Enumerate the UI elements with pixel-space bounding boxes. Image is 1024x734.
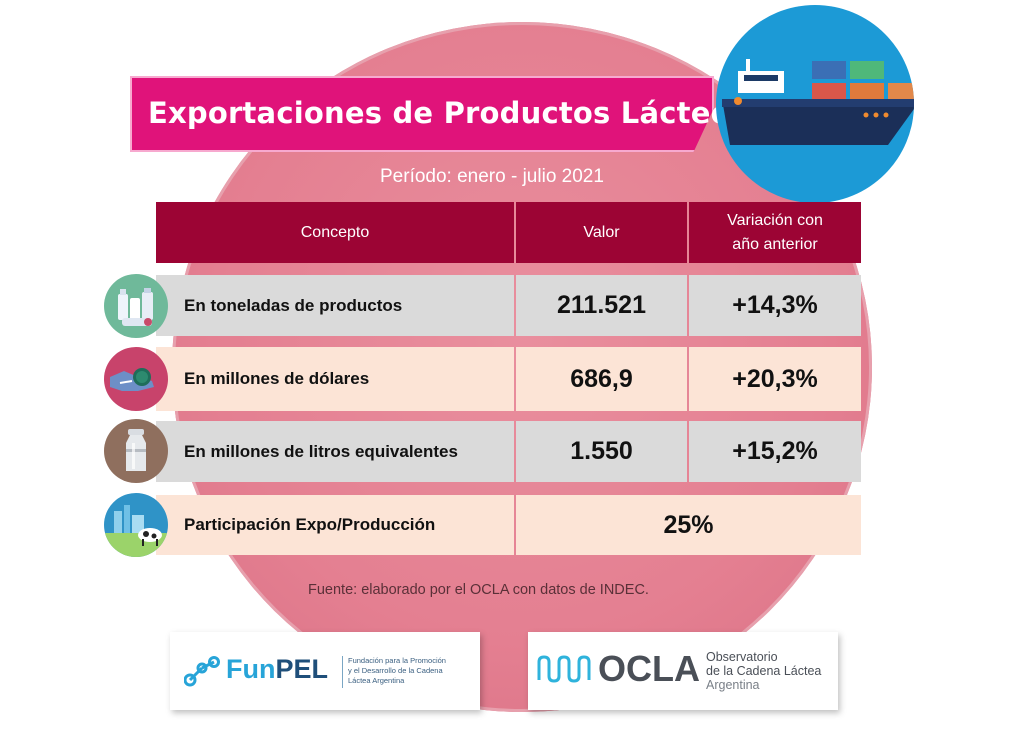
funpel-network-icon bbox=[184, 656, 220, 687]
money-hand-icon bbox=[104, 347, 168, 411]
funpel-tagline-1: Fundación para la Promoción bbox=[348, 656, 446, 665]
dairy-products-icon bbox=[104, 274, 168, 338]
ocla-tagline: Observatorio de la Cadena Láctea Argenti… bbox=[706, 650, 821, 692]
ocla-tagline-1: Observatorio bbox=[706, 650, 778, 664]
header-variacion-line-1: Variación con bbox=[727, 211, 823, 229]
cargo-ship-icon bbox=[716, 5, 914, 203]
row-2-concepto: En millones de dólares bbox=[156, 347, 514, 411]
funpel-divider bbox=[342, 656, 343, 688]
period-label: Período: enero - julio 2021 bbox=[380, 166, 604, 187]
funpel-tagline-2: y el Desarrollo de la Cadena bbox=[348, 666, 443, 675]
funpel-wordmark-suffix: PEL bbox=[275, 654, 328, 684]
source-note: Fuente: elaborado por el OCLA con datos … bbox=[308, 582, 649, 598]
header-variacion-line-2: año anterior bbox=[732, 235, 818, 253]
ocla-logo: OCLA Observatorio de la Cadena Láctea Ar… bbox=[528, 632, 838, 710]
row-4-concepto: Participación Expo/Producción bbox=[156, 495, 514, 555]
funpel-wordmark: FunPEL bbox=[226, 654, 328, 685]
dairy-farm-icon bbox=[104, 493, 168, 557]
funpel-tagline: Fundación para la Promoción y el Desarro… bbox=[348, 656, 446, 686]
ocla-tagline-2: de la Cadena Láctea bbox=[706, 664, 822, 678]
row-1-concepto: En toneladas de productos bbox=[156, 275, 514, 336]
row-3-valor: 1.550 bbox=[516, 421, 687, 482]
funpel-logo: FunPEL Fundación para la Promoción y el … bbox=[170, 632, 480, 710]
row-2-valor: 686,9 bbox=[516, 347, 687, 411]
header-variacion: Variación con año anterior bbox=[689, 202, 861, 263]
ocla-wave-icon bbox=[537, 655, 591, 683]
row-1-variacion: +14,3% bbox=[689, 275, 861, 336]
funpel-tagline-3: Láctea Argentina bbox=[348, 676, 405, 685]
title-banner bbox=[130, 76, 714, 152]
ocla-wordmark: OCLA bbox=[598, 648, 700, 689]
row-2-variacion: +20,3% bbox=[689, 347, 861, 411]
ocla-tagline-3: Argentina bbox=[706, 678, 760, 692]
header-concepto: Concepto bbox=[156, 202, 514, 263]
row-3-variacion: +15,2% bbox=[689, 421, 861, 482]
row-4-valor: 25% bbox=[516, 495, 861, 555]
row-1-valor: 211.521 bbox=[516, 275, 687, 336]
page-title: Exportaciones de Productos Lácteos bbox=[148, 96, 749, 130]
milk-can-icon bbox=[104, 419, 168, 483]
header-valor: Valor bbox=[516, 202, 687, 263]
funpel-wordmark-prefix: Fun bbox=[226, 654, 276, 684]
row-3-concepto: En millones de litros equivalentes bbox=[156, 421, 514, 482]
